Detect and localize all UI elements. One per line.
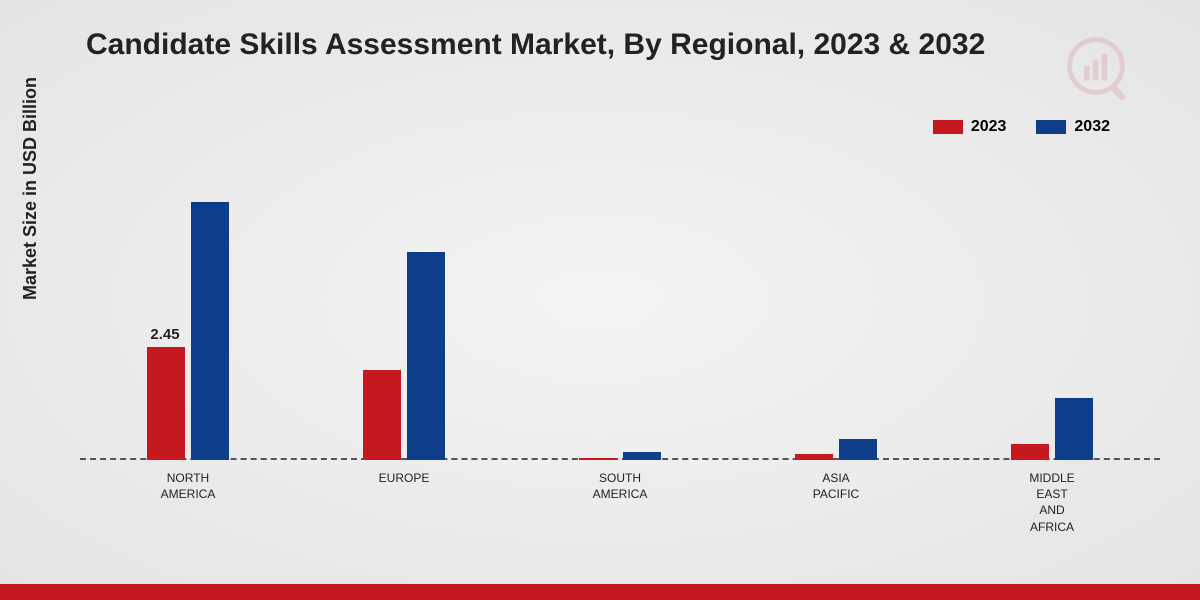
legend: 2023 2032 [933, 118, 1110, 136]
bar-2032 [1055, 398, 1093, 460]
bar-2023 [579, 458, 617, 460]
legend-swatch-2032 [1036, 120, 1066, 134]
legend-item-2023: 2023 [933, 118, 1007, 136]
plot-area: 2.45NORTHAMERICA EUROPE SOUTHAMERICA ASIAPA… [80, 160, 1160, 460]
category-label: EUROPE [334, 470, 474, 486]
bar-2023: 2.45 [147, 347, 185, 460]
category-label: MIDDLEEASTANDAFRICA [982, 470, 1122, 535]
bar-group: 2.45NORTHAMERICA [147, 202, 229, 460]
legend-label-2032: 2032 [1074, 118, 1110, 136]
category-label: SOUTHAMERICA [550, 470, 690, 502]
bar-2023 [363, 370, 401, 460]
bar-value-label: 2.45 [135, 326, 195, 343]
bar-group: EUROPE [363, 252, 445, 460]
y-axis-label: Market Size in USD Billion [20, 77, 41, 300]
category-label: NORTHAMERICA [118, 470, 258, 502]
category-label: ASIAPACIFIC [766, 470, 906, 502]
footer-accent-bar [0, 584, 1200, 600]
bar-group: MIDDLEEASTANDAFRICA [1011, 398, 1093, 460]
bar-2032 [623, 452, 661, 460]
legend-item-2032: 2032 [1036, 118, 1110, 136]
bar-2023 [1011, 444, 1049, 460]
bar-2032 [407, 252, 445, 460]
bar-group: SOUTHAMERICA [579, 452, 661, 460]
bar-2032 [839, 439, 877, 460]
watermark-logo-icon [1060, 30, 1140, 110]
bar-2032 [191, 202, 229, 460]
chart-title: Candidate Skills Assessment Market, By R… [86, 28, 985, 62]
bar-group: ASIAPACIFIC [795, 439, 877, 460]
bar-2023 [795, 454, 833, 460]
legend-swatch-2023 [933, 120, 963, 134]
legend-label-2023: 2023 [971, 118, 1007, 136]
